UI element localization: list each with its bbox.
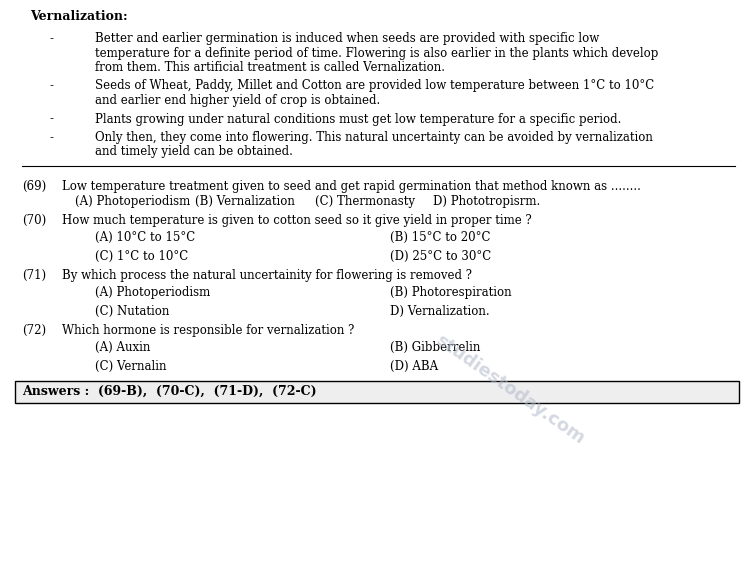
Text: and timely yield can be obtained.: and timely yield can be obtained. [95,145,293,159]
Text: (C) Vernalin: (C) Vernalin [95,360,167,373]
Text: (71): (71) [22,269,46,282]
Text: studiestoday.com: studiestoday.com [432,332,588,448]
Text: Better and earlier germination is induced when seeds are provided with specific : Better and earlier germination is induce… [95,32,599,45]
Text: D) Phototropisrm.: D) Phototropisrm. [433,195,541,208]
Text: (A) 10°C to 15°C: (A) 10°C to 15°C [95,231,195,244]
Text: from them. This artificial treatment is called Vernalization.: from them. This artificial treatment is … [95,61,445,74]
Text: -: - [50,32,54,45]
Text: Which hormone is responsible for vernalization ?: Which hormone is responsible for vernali… [62,324,354,337]
Text: D) Vernalization.: D) Vernalization. [390,305,489,318]
Text: (A) Photoperiodism: (A) Photoperiodism [95,286,210,299]
Text: Plants growing under natural conditions must get low temperature for a specific : Plants growing under natural conditions … [95,113,621,126]
Text: (C) 1°C to 10°C: (C) 1°C to 10°C [95,250,188,263]
Text: (C) Thermonasty: (C) Thermonasty [315,195,415,208]
Text: (69): (69) [22,180,46,193]
Text: (C) Nutation: (C) Nutation [95,305,170,318]
Text: Low temperature treatment given to seed and get rapid germination that method kn: Low temperature treatment given to seed … [62,180,641,193]
Bar [15,381,739,403]
Text: (B) Vernalization: (B) Vernalization [195,195,295,208]
Text: (B) Photorespiration: (B) Photorespiration [390,286,512,299]
Text: (72): (72) [22,324,46,337]
Text: (B) 15°C to 20°C: (B) 15°C to 20°C [390,231,491,244]
Text: By which process the natural uncertainity for flowering is removed ?: By which process the natural uncertainit… [62,269,472,282]
Text: and earlier end higher yield of crop is obtained.: and earlier end higher yield of crop is … [95,94,380,107]
Text: -: - [50,131,54,144]
Text: How much temperature is given to cotton seed so it give yield in proper time ?: How much temperature is given to cotton … [62,214,532,227]
Text: (A) Auxin: (A) Auxin [95,341,150,354]
Text: Answers :  (69-B),  (70-C),  (71-D),  (72-C): Answers : (69-B), (70-C), (71-D), (72-C) [22,385,317,398]
Text: (D) ABA: (D) ABA [390,360,438,373]
Text: (D) 25°C to 30°C: (D) 25°C to 30°C [390,250,492,263]
Text: (B) Gibberrelin: (B) Gibberrelin [390,341,480,354]
Text: -: - [50,80,54,92]
Text: Seeds of Wheat, Paddy, Millet and Cotton are provided low temperature between 1°: Seeds of Wheat, Paddy, Millet and Cotton… [95,80,654,92]
Text: -: - [50,113,54,126]
Text: (70): (70) [22,214,46,227]
Text: Vernalization:: Vernalization: [30,10,127,23]
Text: temperature for a definite period of time. Flowering is also earlier in the plan: temperature for a definite period of tim… [95,47,658,59]
Text: Only then, they come into flowering. This natural uncertainty can be avoided by : Only then, they come into flowering. Thi… [95,131,653,144]
Text: (A) Photoperiodism: (A) Photoperiodism [75,195,190,208]
